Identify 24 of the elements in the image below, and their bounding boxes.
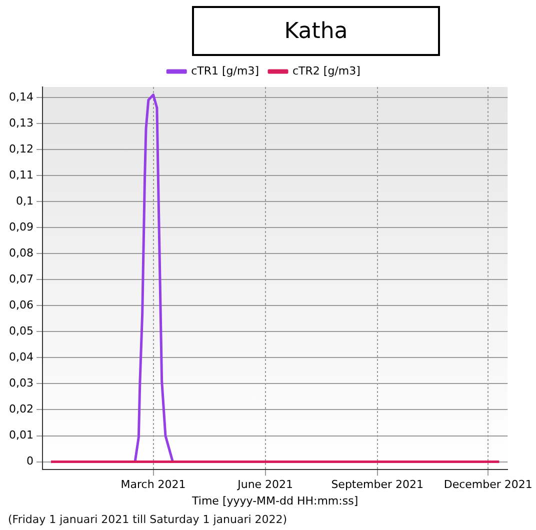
y-tick-label: 0,06 <box>8 298 34 312</box>
y-tick-label: 0,11 <box>8 168 34 182</box>
y-tick-label: 0,08 <box>8 246 34 260</box>
y-tick-label: 0,1 <box>16 194 34 208</box>
legend-label: cTR1 [g/m3] <box>191 64 259 78</box>
y-tick-label: 0,04 <box>8 350 34 364</box>
y-tick-label: 0,14 <box>8 90 34 104</box>
x-axis-title: Time [yyyy-MM-dd HH:mm:ss] <box>191 494 358 508</box>
x-tick-label: March 2021 <box>120 478 186 492</box>
y-tick-label: 0 <box>26 454 34 468</box>
x-tick-label: September 2021 <box>331 478 424 492</box>
y-tick-label: 0,03 <box>8 376 34 390</box>
y-tick-label: 0,07 <box>8 272 34 286</box>
chart-title: Katha <box>192 6 440 56</box>
text: (Friday 1 januari 2021 till Saturday 1 januari 2022) <box>8 513 288 526</box>
y-tick-label: 0,09 <box>8 220 34 234</box>
x-tick-label: June 2021 <box>236 478 294 492</box>
y-tick-label: 0,01 <box>8 428 34 442</box>
y-tick-label: 0,02 <box>8 402 34 416</box>
legend-label: cTR2 [g/m3] <box>292 64 360 78</box>
y-tick-label: 0,05 <box>8 324 34 338</box>
x-tick-label: December 2021 <box>444 478 532 492</box>
y-tick-label: 0,13 <box>8 116 34 130</box>
y-tick-label: 0,12 <box>8 142 34 156</box>
